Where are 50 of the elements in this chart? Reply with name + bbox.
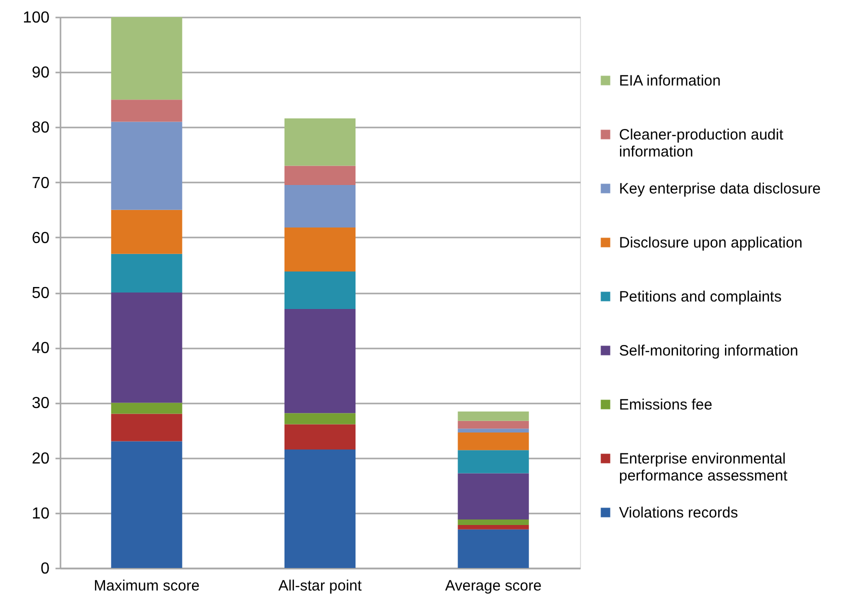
legend-label: Emissions fee xyxy=(619,396,712,414)
bar xyxy=(111,402,182,414)
legend-label: Key enterprise data disclosure xyxy=(619,180,821,198)
legend-label: Disclosure upon application xyxy=(619,234,802,252)
bar xyxy=(111,210,182,254)
y-tick-label: 100 xyxy=(22,10,50,26)
bar xyxy=(111,441,182,568)
bar xyxy=(111,122,182,210)
bar xyxy=(284,413,356,424)
bar xyxy=(458,529,529,568)
y-tick-label: 10 xyxy=(32,505,50,522)
y-tick-label: 50 xyxy=(32,285,50,302)
bar xyxy=(458,432,529,450)
y-tick-label: 30 xyxy=(32,395,50,412)
x-tick-label: All-star point xyxy=(278,578,363,594)
bar xyxy=(111,292,182,403)
y-tick-label: 40 xyxy=(32,340,50,358)
bar xyxy=(284,185,356,228)
bar xyxy=(458,420,529,429)
bar xyxy=(458,473,529,520)
y-tick-label: 60 xyxy=(32,230,50,247)
legend-label: Enterprise environmental performance assessment xyxy=(619,450,788,484)
y-tick-label: 70 xyxy=(32,174,50,192)
bar xyxy=(284,118,356,166)
bar xyxy=(458,412,529,421)
bar xyxy=(458,525,529,530)
bar xyxy=(111,100,182,122)
legend-label: Self-monitoring information xyxy=(619,342,798,360)
legend-label: EIA information xyxy=(619,72,721,90)
legend-label: Cleaner-production audit information xyxy=(619,126,784,160)
bar xyxy=(284,309,356,414)
y-tick-label: 20 xyxy=(32,450,50,468)
x-tick-label: Average score xyxy=(445,578,542,594)
y-tick-label: 80 xyxy=(32,120,50,137)
bar xyxy=(284,272,356,310)
y-tick-label: 90 xyxy=(32,64,50,82)
bar xyxy=(458,428,529,432)
bar xyxy=(284,166,356,186)
bar xyxy=(284,424,356,450)
bar xyxy=(458,450,529,474)
legend-label: Petitions and complaints xyxy=(619,288,782,306)
bar xyxy=(284,450,356,568)
bar xyxy=(111,17,182,100)
bar xyxy=(111,414,182,442)
legend-label: Violations records xyxy=(619,504,738,522)
y-tick-label: 0 xyxy=(40,560,50,578)
bar xyxy=(458,520,529,526)
x-tick-label: Maximum score xyxy=(94,578,200,594)
bar xyxy=(284,227,356,272)
bar xyxy=(111,254,182,292)
